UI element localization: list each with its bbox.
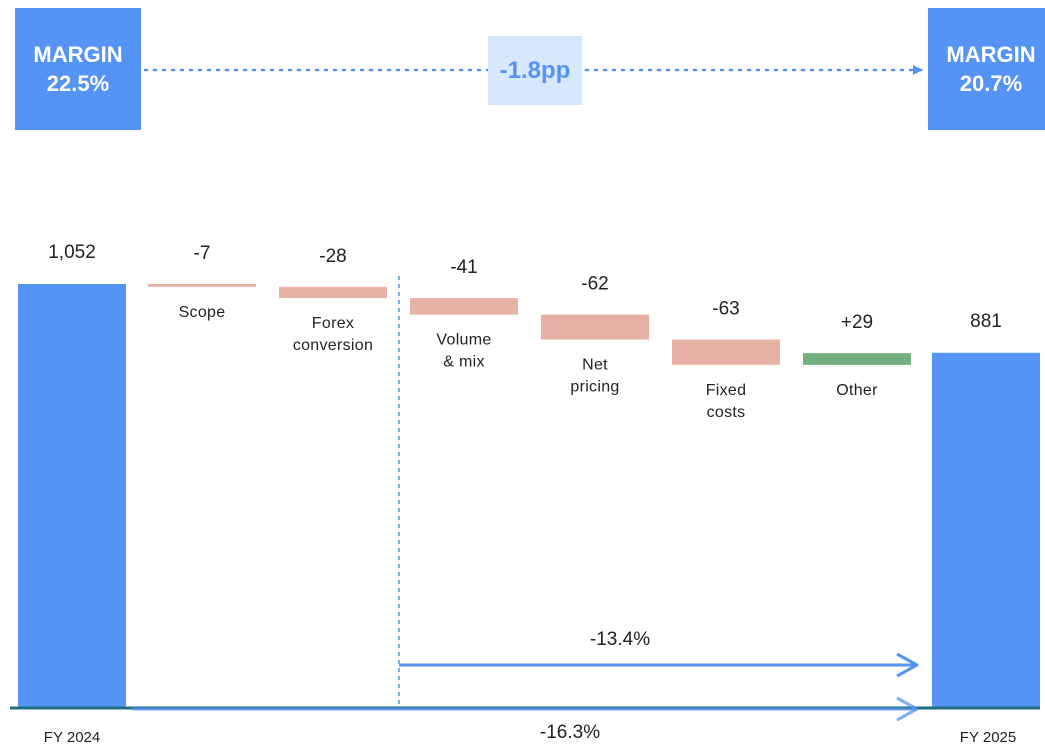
category-label-step-5: costs xyxy=(707,404,746,421)
margin-value: 22.5% xyxy=(46,71,110,96)
category-label-step-2: conversion xyxy=(293,337,373,354)
margin-change-badge: -1.8pp xyxy=(488,36,582,105)
arrow-fy2024-to-fy2025-head xyxy=(896,696,919,722)
bar-step-1 xyxy=(148,284,256,287)
margin-box-fy2025: MARGIN 20.7% xyxy=(928,8,1045,130)
value-label-step-3: -41 xyxy=(450,257,477,278)
bar-step-4 xyxy=(541,314,649,340)
bar-step-3 xyxy=(410,298,518,315)
category-label-step-3: & mix xyxy=(443,354,485,371)
margin-label: MARGIN xyxy=(33,42,123,67)
value-label-fy2024: 1,052 xyxy=(48,242,96,263)
margin-box-fy2024: MARGIN 22.5% xyxy=(15,8,141,130)
value-label-step-4: -62 xyxy=(581,274,608,295)
chart-marks: 1,052 FY 2024 -7 Scope -28 Forex conversion -41… xyxy=(10,242,1040,746)
bar-fy2024 xyxy=(18,284,126,707)
category-label-step-4: Net xyxy=(582,356,608,373)
category-label-step-5: Fixed xyxy=(706,382,747,399)
x-label-fy2025: FY 2025 xyxy=(960,729,1016,746)
category-label-step-6: Other xyxy=(836,382,878,399)
value-label-step-6: +29 xyxy=(841,312,873,333)
bar-step-2 xyxy=(279,286,387,299)
x-label-fy2024: FY 2024 xyxy=(44,729,100,746)
margin-label: MARGIN xyxy=(946,42,1036,67)
value-label-fy2025: 881 xyxy=(970,311,1002,332)
arrow-volume-to-fy2025-head xyxy=(896,652,919,678)
value-label-step-5: -63 xyxy=(712,298,739,319)
category-label-step-1: Scope xyxy=(179,304,226,321)
margin-value: 20.7% xyxy=(959,71,1023,96)
category-label-step-4: pricing xyxy=(570,378,619,395)
annotation-volume-to-fy2025: -13.4% xyxy=(590,629,650,650)
bar-step-5 xyxy=(672,339,780,365)
bar-fy2025 xyxy=(932,352,1040,707)
category-label-step-3: Volume xyxy=(436,332,491,349)
category-label-step-2: Forex xyxy=(312,315,354,332)
annotation-fy2024-to-fy2025: -16.3% xyxy=(540,722,600,743)
value-label-step-1: -7 xyxy=(194,243,211,264)
value-label-step-2: -28 xyxy=(319,246,346,267)
bar-step-6 xyxy=(803,353,911,365)
